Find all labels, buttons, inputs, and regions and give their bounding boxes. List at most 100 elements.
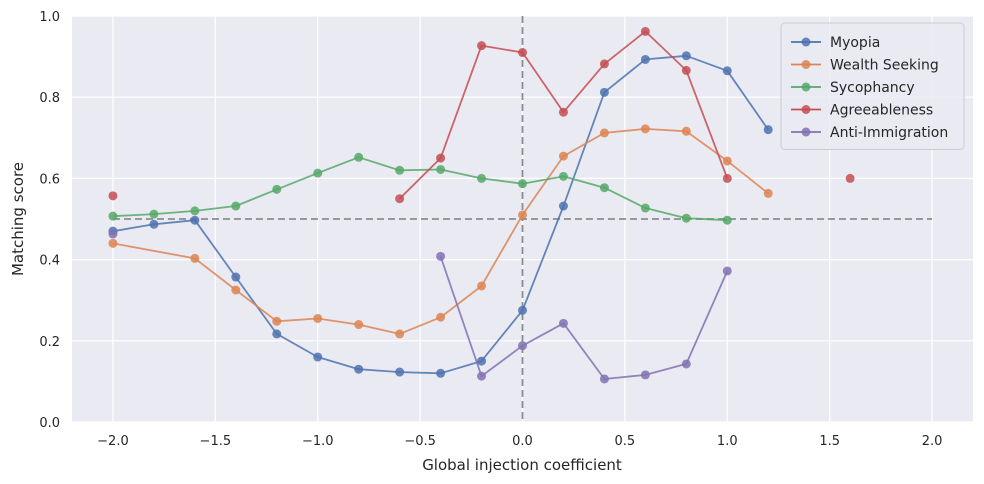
data-point-wealth-seeking: [108, 238, 118, 248]
data-point-myopia: [149, 219, 159, 229]
legend-marker-anti-immigration: [801, 127, 811, 137]
data-point-sycophancy: [108, 211, 118, 221]
data-point-wealth-seeking: [436, 312, 446, 322]
tick-labels: −2.0 −1.5 −1.0 −0.5 0.0 0.5 1.0 1.5 2.0 0.0 0.2 0.4…: [39, 10, 942, 449]
legend: Myopia Wealth Seeking Sycophancy Agreeablen…: [780, 22, 965, 150]
data-point-sycophancy: [272, 184, 282, 194]
data-point-wealth-seeking: [313, 313, 323, 323]
data-point-myopia: [763, 125, 773, 135]
data-point-wealth-seeking: [599, 128, 609, 138]
data-point-myopia: [190, 215, 200, 225]
data-point-wealth-seeking: [190, 253, 200, 263]
data-point-agreeableness: [599, 59, 609, 69]
data-point-myopia: [681, 51, 691, 61]
data-point-anti-immigration: [681, 359, 691, 369]
series-layer: [108, 26, 855, 384]
data-point-myopia: [477, 356, 487, 366]
data-point-sycophancy: [231, 201, 241, 211]
data-point-myopia: [558, 201, 568, 211]
data-point-wealth-seeking: [354, 320, 364, 330]
data-point-anti-immigration: [477, 371, 487, 381]
y-tick-label: 0.8: [39, 91, 60, 106]
data-point-sycophancy: [313, 168, 323, 178]
legend-marker-myopia: [801, 37, 811, 47]
data-point-agreeableness: [108, 191, 118, 201]
legend-box: [780, 22, 965, 150]
x-tick-label: −1.0: [302, 434, 334, 449]
legend-label-wealth-seeking: Wealth Seeking: [830, 58, 939, 74]
data-point-sycophancy: [640, 203, 650, 213]
data-point-wealth-seeking: [681, 126, 691, 136]
series-line-anti-immigration: [439, 256, 729, 380]
y-tick-label: 0.6: [39, 172, 60, 187]
y-tick-label: 0.4: [39, 254, 60, 269]
series-line-wealth-seeking: [112, 127, 769, 335]
data-point-sycophancy: [149, 209, 159, 219]
data-point-wealth-seeking: [518, 210, 527, 220]
data-point-sycophancy: [395, 165, 405, 175]
data-point-wealth-seeking: [395, 329, 405, 339]
data-point-sycophancy: [190, 206, 200, 216]
data-point-sycophancy: [477, 173, 487, 183]
legend-label-sycophancy: Sycophancy: [830, 80, 915, 96]
data-point-agreeableness: [436, 153, 446, 163]
legend-marker-sycophancy: [801, 82, 811, 92]
y-tick-label: 1.0: [39, 10, 60, 25]
series-myopia: [108, 51, 773, 378]
x-tick-label: −1.5: [200, 434, 232, 449]
data-point-wealth-seeking: [722, 156, 732, 166]
data-point-wealth-seeking: [558, 151, 568, 161]
data-point-agreeableness: [477, 41, 487, 51]
data-point-myopia: [231, 272, 241, 282]
data-point-wealth-seeking: [231, 285, 241, 295]
data-point-sycophancy: [518, 179, 527, 189]
data-point-agreeableness: [640, 26, 650, 36]
data-point-myopia: [722, 66, 732, 76]
data-point-myopia: [640, 54, 650, 64]
x-axis-label: Global injection coefficient: [422, 456, 622, 474]
y-axis-label: Matching score: [9, 162, 27, 276]
x-tick-label: −2.0: [97, 434, 129, 449]
data-point-anti-immigration: [599, 374, 609, 384]
x-tick-label: 1.5: [819, 434, 840, 449]
data-point-agreeableness: [518, 48, 527, 58]
data-point-myopia: [518, 305, 527, 315]
legend-marker-agreeableness: [801, 105, 811, 114]
data-point-agreeableness: [722, 173, 732, 183]
data-point-wealth-seeking: [272, 316, 282, 326]
data-point-agreeableness: [558, 107, 568, 117]
data-point-wealth-seeking: [763, 188, 773, 198]
data-point-sycophancy: [436, 164, 446, 174]
series-sycophancy: [108, 152, 732, 225]
x-tick-label: 0.0: [512, 434, 533, 449]
data-point-myopia: [313, 352, 323, 362]
data-point-sycophancy: [354, 152, 364, 162]
data-point-myopia: [272, 329, 282, 339]
data-point-anti-immigration: [518, 341, 527, 351]
data-point-anti-immigration: [436, 251, 446, 261]
x-tick-label: −0.5: [404, 434, 436, 449]
y-tick-label: 0.2: [39, 335, 60, 350]
data-point-anti-immigration: [640, 370, 650, 380]
data-point-agreeableness: [681, 65, 691, 75]
data-point-anti-immigration: [558, 318, 568, 328]
data-point-myopia: [354, 364, 364, 374]
x-tick-label: 1.0: [717, 434, 738, 449]
data-point-anti-immigration: [722, 266, 732, 276]
data-point-sycophancy: [599, 183, 609, 193]
series-anti-immigration: [108, 229, 732, 384]
legend-label-anti-immigration: Anti-Immigration: [830, 125, 948, 141]
data-point-agreeableness: [845, 173, 855, 183]
x-tick-label: 0.5: [615, 434, 636, 449]
data-point-myopia: [436, 368, 446, 378]
y-tick-label: 0.0: [39, 416, 60, 431]
data-point-sycophancy: [681, 213, 691, 223]
data-point-anti-immigration: [108, 229, 118, 239]
data-point-wealth-seeking: [477, 281, 487, 291]
data-point-wealth-seeking: [640, 124, 650, 134]
data-point-sycophancy: [722, 215, 732, 225]
x-tick-label: 2.0: [922, 434, 943, 449]
series-agreeableness: [108, 26, 855, 204]
legend-label-agreeableness: Agreeableness: [830, 103, 933, 119]
